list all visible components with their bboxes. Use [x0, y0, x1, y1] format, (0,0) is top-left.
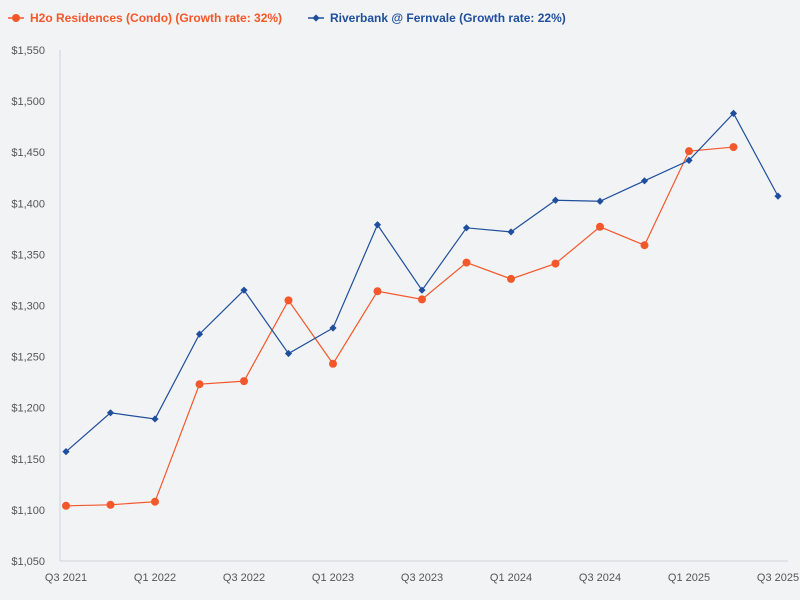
- legend-item-0: H2o Residences (Condo) (Growth rate: 32%…: [8, 11, 282, 25]
- data-point: [462, 224, 471, 232]
- data-point: [729, 109, 738, 117]
- data-point: [640, 177, 649, 185]
- data-point: [151, 497, 159, 506]
- data-point: [329, 324, 337, 332]
- x-tick-label: Q3 2021: [45, 572, 87, 584]
- legend-marker: [12, 14, 20, 22]
- data-point: [62, 448, 70, 456]
- data-point: [640, 241, 649, 250]
- y-tick-label: $1,200: [11, 403, 45, 415]
- x-tick-label: Q3 2023: [401, 572, 443, 584]
- y-tick-label: $1,350: [11, 249, 45, 261]
- data-point: [240, 286, 248, 294]
- legend-label: H2o Residences (Condo) (Growth rate: 32%…: [30, 11, 282, 25]
- y-tick-label: $1,150: [11, 454, 45, 466]
- data-point: [507, 274, 515, 283]
- legend-item-1: Riverbank @ Fernvale (Growth rate: 22%): [308, 11, 566, 25]
- x-tick-label: Q1 2024: [490, 572, 532, 584]
- data-point: [62, 501, 70, 510]
- data-point: [507, 228, 515, 236]
- data-point: [195, 380, 204, 389]
- data-point: [551, 259, 560, 268]
- legend-marker: [312, 14, 320, 22]
- data-point: [106, 500, 115, 509]
- series-line-1: [65, 112, 779, 453]
- x-tick-label: Q3 2022: [223, 572, 265, 584]
- x-tick-label: Q3 2024: [579, 572, 621, 584]
- series-line-0: [65, 146, 734, 507]
- data-point: [596, 222, 604, 231]
- x-tick-label: Q1 2022: [134, 572, 176, 584]
- data-point: [284, 349, 293, 358]
- data-point: [685, 156, 693, 164]
- legend-label: Riverbank @ Fernvale (Growth rate: 22%): [330, 11, 566, 25]
- data-point: [551, 196, 560, 204]
- data-point: [240, 377, 248, 386]
- x-tick-label: Q1 2023: [312, 572, 354, 584]
- y-tick-label: $1,400: [11, 198, 45, 210]
- data-point: [195, 330, 204, 338]
- y-tick-label: $1,450: [11, 147, 45, 159]
- data-point: [106, 409, 115, 417]
- y-tick-label: $1,500: [11, 96, 45, 108]
- data-point: [329, 359, 337, 368]
- y-tick-label: $1,250: [11, 352, 45, 364]
- x-tick-label: Q3 2025: [757, 572, 799, 584]
- y-tick-label: $1,550: [11, 45, 45, 57]
- data-point: [685, 147, 693, 156]
- x-tick-label: Q1 2025: [668, 572, 710, 584]
- data-point: [596, 197, 604, 205]
- data-point: [151, 415, 159, 423]
- data-point: [774, 192, 782, 200]
- data-point: [373, 221, 382, 229]
- data-point: [418, 286, 426, 294]
- y-tick-label: $1,100: [11, 505, 45, 517]
- data-point: [418, 295, 426, 304]
- y-tick-label: $1,050: [11, 556, 45, 568]
- data-point: [284, 296, 293, 305]
- y-tick-label: $1,300: [11, 301, 45, 313]
- data-point: [373, 287, 382, 296]
- data-point: [729, 143, 738, 152]
- data-point: [462, 258, 471, 267]
